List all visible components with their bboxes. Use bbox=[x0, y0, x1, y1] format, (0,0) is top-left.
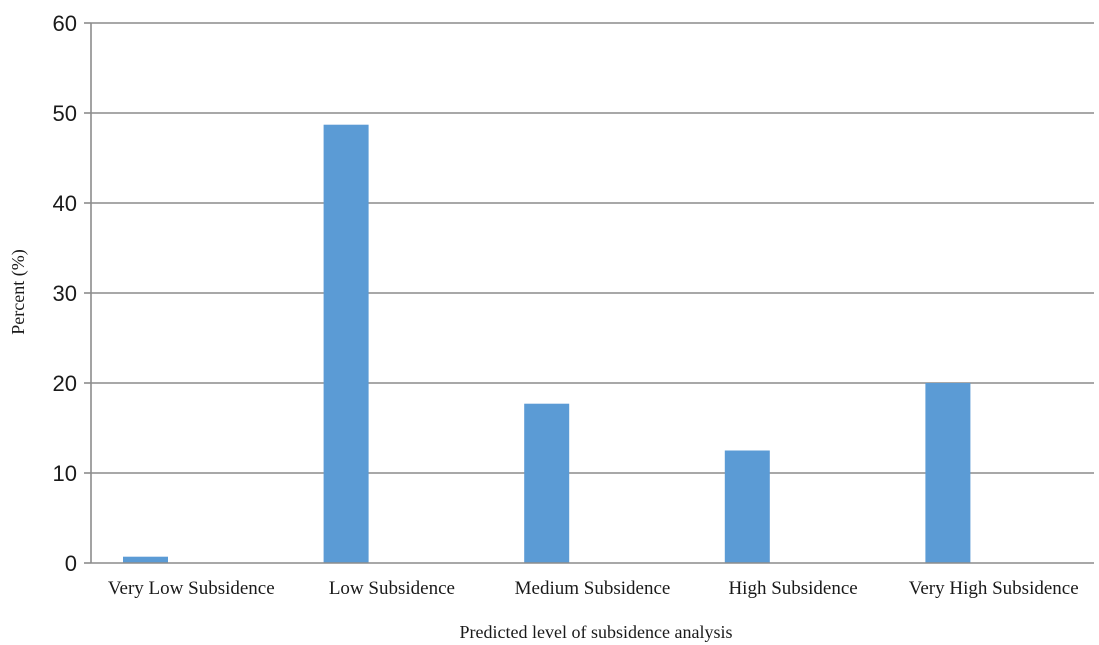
y-tick-labels: 0 10 20 30 40 50 60 bbox=[53, 11, 77, 576]
x-category-labels: Very Low Subsidence Low Subsidence Medium … bbox=[108, 578, 1079, 599]
y-tick-label: 30 bbox=[53, 281, 77, 306]
x-category-label: Very Low Subsidence bbox=[108, 578, 275, 599]
bar-very-high-subsidence bbox=[925, 383, 971, 563]
bar-high-subsidence bbox=[724, 450, 770, 563]
y-tick-label: 10 bbox=[53, 461, 77, 486]
x-category-label: High Subsidence bbox=[728, 578, 857, 599]
y-tick-label: 0 bbox=[65, 551, 77, 576]
y-tick-label: 20 bbox=[53, 371, 77, 396]
y-tick-label: 50 bbox=[53, 101, 77, 126]
bars bbox=[123, 124, 971, 563]
x-category-label: Low Subsidence bbox=[329, 578, 455, 599]
bar-medium-subsidence bbox=[524, 403, 570, 563]
x-category-label: Medium Subsidence bbox=[515, 578, 671, 599]
x-category-label: Very High Subsidence bbox=[909, 578, 1079, 599]
bar-low-subsidence bbox=[323, 124, 369, 563]
y-tick-label: 40 bbox=[53, 191, 77, 216]
x-axis-title: Predicted level of subsidence analysis bbox=[460, 622, 733, 642]
axes bbox=[84, 22, 1094, 564]
y-axis-title: Percent (%) bbox=[8, 249, 29, 334]
y-tick-label: 60 bbox=[53, 11, 77, 36]
bar-very-low-subsidence bbox=[123, 556, 168, 563]
